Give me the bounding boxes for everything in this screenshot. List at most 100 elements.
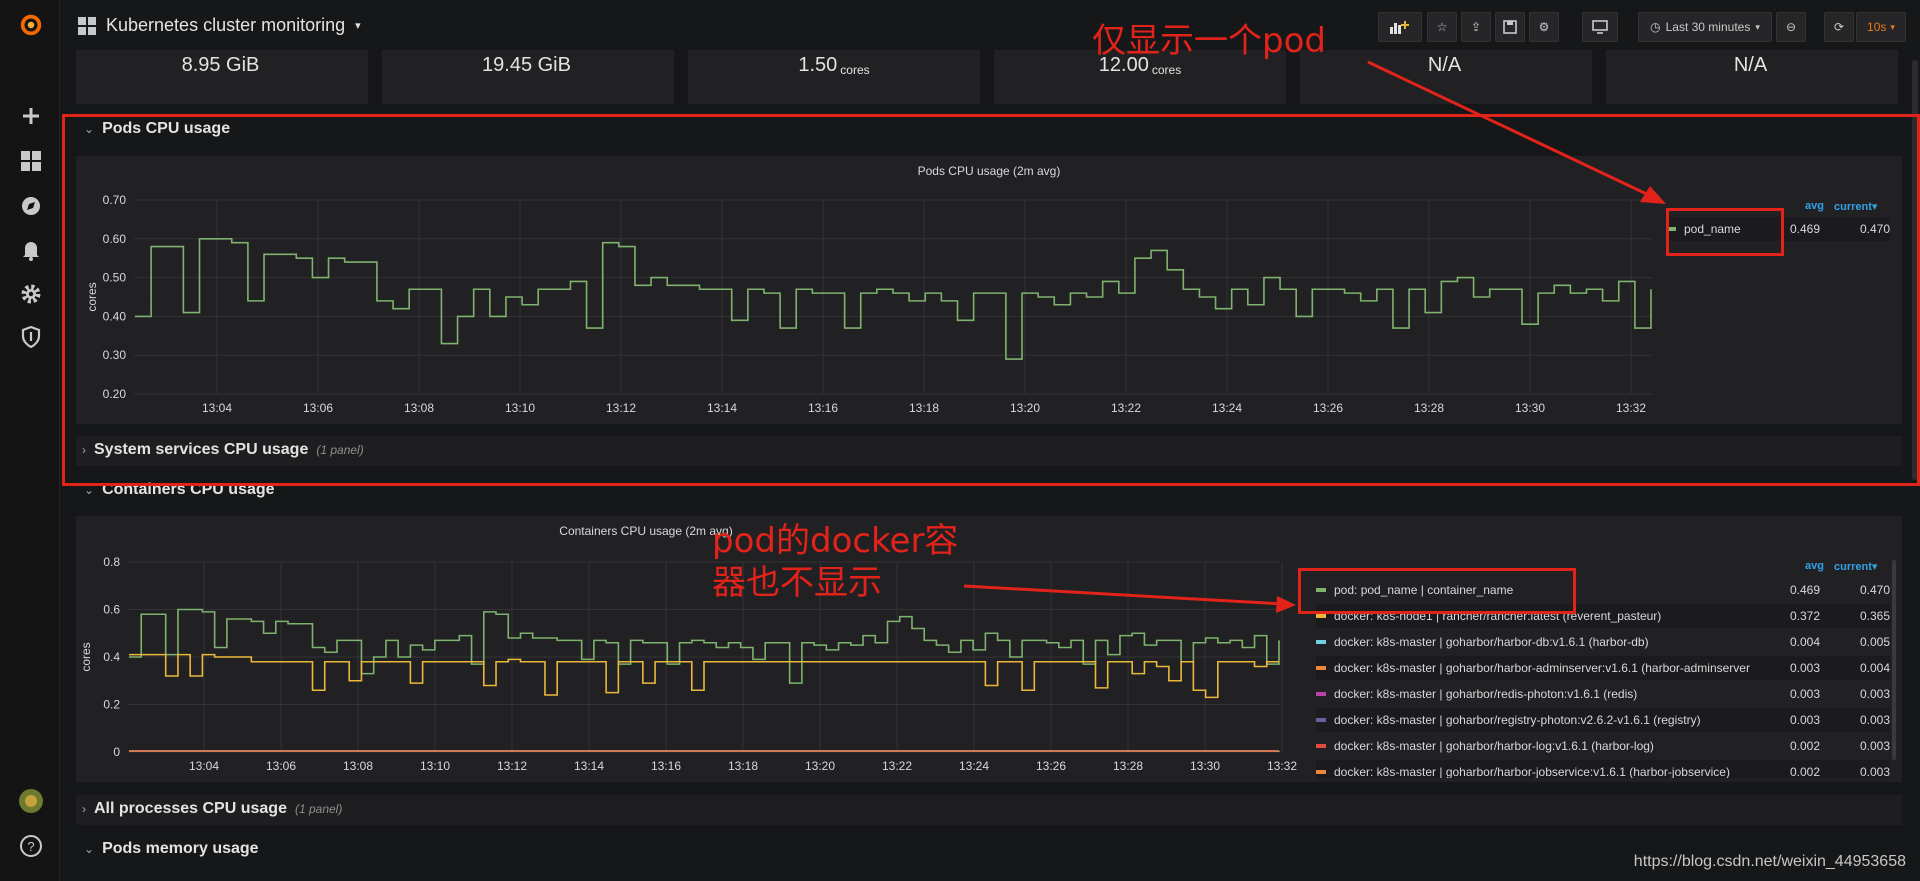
share-button[interactable]: ⇪	[1461, 12, 1491, 42]
x-tick-label: 13:20	[805, 759, 835, 773]
stat-panel[interactable]: N/A	[1606, 50, 1898, 104]
refresh-interval-picker[interactable]: 10s ▾	[1856, 12, 1906, 42]
stat-panel[interactable]: 12.00 cores	[994, 50, 1286, 104]
zoom-out-button[interactable]: ⊖	[1776, 12, 1806, 42]
x-tick-label: 13:30	[1190, 759, 1220, 773]
row-header-pods-cpu[interactable]: ⌄ Pods CPU usage	[84, 120, 230, 138]
bell-icon[interactable]	[18, 237, 44, 263]
series-swatch	[1316, 718, 1326, 722]
annotation-box-pod-legend	[1666, 208, 1784, 256]
legend-current-header[interactable]: current▾	[1834, 561, 1878, 573]
series-avg: 0.372	[1789, 609, 1820, 623]
row-title: All processes CPU usage	[94, 800, 287, 817]
dashboards-icon[interactable]	[18, 148, 44, 174]
dashboard-title-picker[interactable]: Kubernetes cluster monitoring ▾	[78, 15, 361, 36]
star-button[interactable]: ☆	[1427, 12, 1457, 42]
series-swatch	[1316, 640, 1326, 644]
series-avg: 0.002	[1789, 739, 1820, 753]
stat-panel[interactable]: 19.45 GiB	[382, 50, 674, 104]
gear-icon[interactable]	[18, 281, 44, 307]
y-tick-label: 0.40	[103, 309, 127, 323]
series-name: docker: k8s-master | goharbor/registry-p…	[1334, 713, 1701, 727]
grafana-logo-icon[interactable]	[18, 12, 44, 38]
x-tick-label: 13:10	[420, 759, 450, 773]
legend-item[interactable]: docker: k8s-master | goharbor/harbor-adm…	[1316, 656, 1890, 680]
series-name: docker: k8s-master | goharbor/harbor-db:…	[1334, 635, 1649, 649]
panel-title: Pods CPU usage (2m avg)	[917, 164, 1061, 178]
legend-item[interactable]: docker: k8s-master | goharbor/harbor-log…	[1316, 734, 1890, 758]
chevron-down-icon: ⌄	[84, 483, 95, 497]
x-tick-label: 13:16	[808, 401, 838, 415]
legend-item[interactable]: pod_name 0.469 0.470	[1666, 217, 1890, 241]
series-current: 0.004	[1859, 661, 1890, 675]
y-tick-label: 0.8	[103, 555, 120, 569]
legend-item[interactable]: docker: k8s-master | goharbor/harbor-job…	[1316, 760, 1890, 778]
page-scrollbar[interactable]	[1912, 60, 1918, 480]
containers-cpu-graph[interactable]: 0.8 0.6 0.4 0.2 0 13:04 13:06 13:08 13:10 13:12 13…	[76, 516, 1306, 782]
series-avg: 0.469	[1789, 222, 1820, 236]
refresh-icon: ⟳	[1833, 20, 1845, 34]
stat-panel[interactable]: 1.50 cores	[688, 50, 980, 104]
x-tick-label: 13:24	[959, 759, 989, 773]
panel-count: (1 panel)	[294, 802, 343, 816]
row-title: Pods CPU usage	[102, 120, 231, 137]
series-current: 0.365	[1859, 609, 1890, 623]
row-header-pods-memory[interactable]: ⌄ Pods memory usage	[84, 840, 259, 858]
legend-item[interactable]: docker: k8s-master | goharbor/registry-p…	[1316, 708, 1890, 732]
x-tick-label: 13:06	[303, 401, 333, 415]
time-picker-button[interactable]: ◷ Last 30 minutes ▾	[1638, 12, 1772, 42]
series-current: 0.003	[1859, 739, 1890, 753]
x-tick-label: 13:28	[1113, 759, 1143, 773]
dashboard-title: Kubernetes cluster monitoring	[106, 15, 346, 35]
series-name: docker: k8s-master | goharbor/harbor-job…	[1334, 765, 1730, 778]
annotation-text-bottom-1: pod的docker容	[712, 521, 959, 561]
x-tick-label: 13:08	[343, 759, 373, 773]
x-tick-label: 13:20	[1010, 401, 1040, 415]
pods-cpu-graph[interactable]: 0.70 0.60 0.50 0.40 0.30 0.20 13:04 13:06 13:08 1…	[76, 156, 1676, 424]
legend-current-header[interactable]: current▾	[1834, 201, 1878, 213]
legend-avg-header[interactable]: avg	[1805, 200, 1824, 212]
row-header-all-processes[interactable]: › All processes CPU usage (1 panel)	[82, 800, 342, 818]
legend-item[interactable]: docker: k8s-node1 | rancher/rancher:late…	[1316, 604, 1890, 628]
legend-item[interactable]: docker: k8s-master | goharbor/redis-phot…	[1316, 682, 1890, 706]
series-avg: 0.469	[1789, 583, 1820, 597]
row-all-processes[interactable]: › All processes CPU usage (1 panel)	[76, 795, 1902, 825]
svg-text:?: ?	[27, 839, 34, 854]
row-header-system-services[interactable]: › System services CPU usage (1 panel)	[82, 441, 364, 459]
containers-cpu-panel[interactable]: Containers CPU usage (2m avg) 0.8 0.6 0.4 0…	[76, 516, 1902, 782]
watermark: https://blog.csdn.net/weixin_44953658	[1633, 853, 1906, 870]
x-tick-label: 13:18	[909, 401, 939, 415]
stat-value: 12.00	[1098, 54, 1149, 76]
add-panel-button[interactable]	[1378, 12, 1422, 42]
plus-icon[interactable]	[18, 103, 44, 129]
shield-icon[interactable]	[18, 324, 44, 350]
pods-cpu-panel[interactable]: Pods CPU usage (2m avg) 0.70 0.60 0.50 0.40…	[76, 156, 1902, 424]
add-panel-icon	[1390, 21, 1409, 34]
annotation-box-container-legend	[1298, 568, 1576, 614]
y-tick-label: 0.20	[103, 387, 127, 401]
legend-item[interactable]: pod: pod_name | container_name 0.469 0.470	[1316, 578, 1890, 602]
legend-avg-header[interactable]: avg	[1805, 560, 1824, 572]
legend-scrollbar[interactable]	[1892, 560, 1896, 760]
sidebar: ?	[0, 0, 60, 881]
annotation-box-pods-row	[62, 114, 1920, 486]
tv-mode-button[interactable]	[1582, 12, 1618, 42]
legend-item[interactable]: docker: k8s-master | goharbor/harbor-db:…	[1316, 630, 1890, 654]
stat-unit: cores	[840, 63, 870, 77]
refresh-button[interactable]: ⟳	[1824, 12, 1854, 42]
y-tick-label: 0.6	[103, 603, 120, 617]
monitor-icon	[1592, 20, 1608, 34]
explore-icon[interactable]	[18, 193, 44, 219]
stat-panel[interactable]: 8.95 GiB	[76, 50, 368, 104]
settings-button[interactable]: ⚙	[1529, 12, 1559, 42]
legend-list: pod: pod_name | container_name 0.469 0.470…	[1316, 578, 1890, 778]
row-system-services[interactable]: › System services CPU usage (1 panel)	[76, 436, 1902, 466]
stat-panel[interactable]: N/A	[1300, 50, 1592, 104]
save-button[interactable]	[1495, 12, 1525, 42]
avatar[interactable]	[18, 788, 44, 814]
series-avg: 0.004	[1789, 635, 1820, 649]
help-icon[interactable]: ?	[18, 833, 44, 859]
annotation-text-top: 仅显示一个pod	[1092, 21, 1326, 61]
series-name: docker: k8s-master | goharbor/harbor-log…	[1334, 739, 1654, 753]
cog-icon: ⚙	[1538, 20, 1550, 34]
